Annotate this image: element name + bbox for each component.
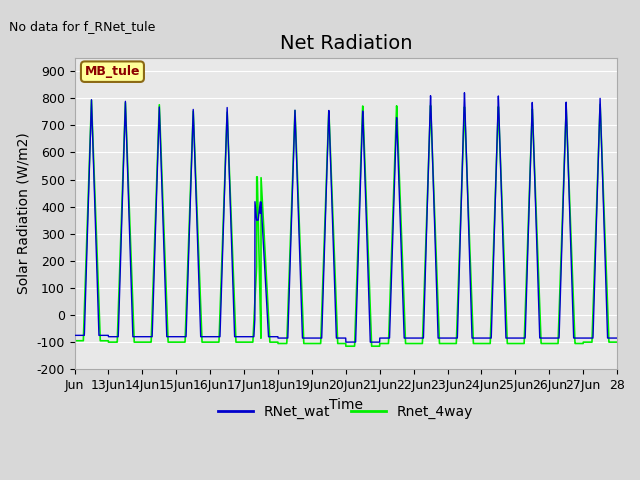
X-axis label: Time: Time: [329, 397, 363, 411]
Text: No data for f_RNet_tule: No data for f_RNet_tule: [10, 20, 156, 33]
Title: Net Radiation: Net Radiation: [280, 34, 412, 53]
Legend: RNet_wat, Rnet_4way: RNet_wat, Rnet_4way: [212, 399, 479, 425]
Y-axis label: Solar Radiation (W/m2): Solar Radiation (W/m2): [17, 132, 31, 294]
Text: MB_tule: MB_tule: [84, 65, 140, 78]
